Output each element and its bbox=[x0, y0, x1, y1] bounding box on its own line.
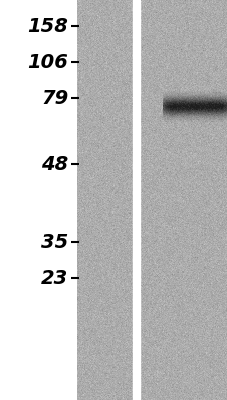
Text: 35: 35 bbox=[41, 232, 68, 252]
Text: 79: 79 bbox=[41, 88, 68, 108]
Text: 48: 48 bbox=[41, 154, 68, 174]
Text: 158: 158 bbox=[27, 16, 68, 36]
Text: 106: 106 bbox=[27, 52, 68, 72]
Text: 23: 23 bbox=[41, 268, 68, 288]
